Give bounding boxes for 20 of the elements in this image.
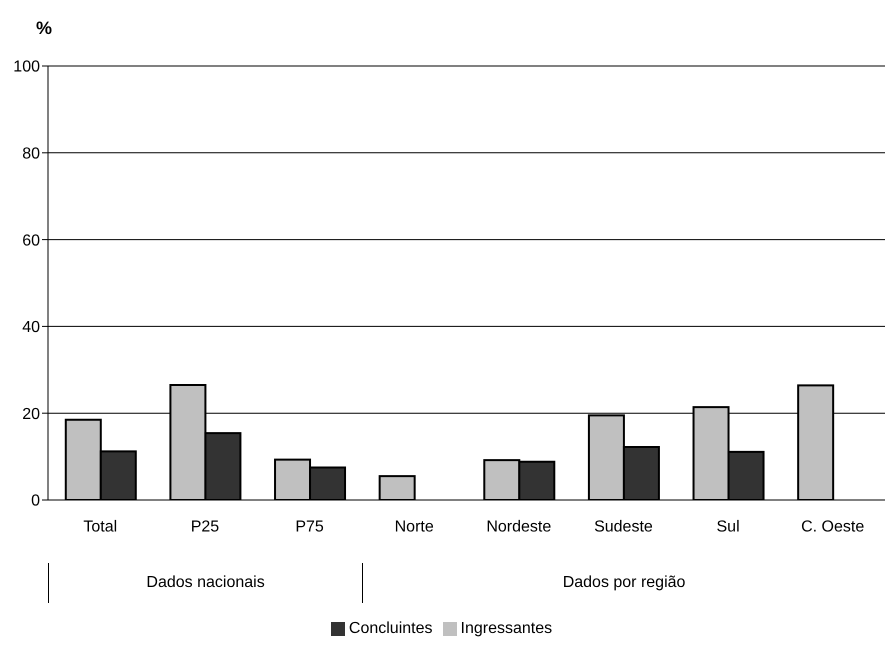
y-tick-label: 40 bbox=[22, 319, 40, 336]
x-tick-label: Sudeste bbox=[594, 518, 653, 536]
x-tick-label: C. Oeste bbox=[801, 518, 864, 536]
legend-label: Ingressantes bbox=[460, 620, 552, 637]
text: Dados por região bbox=[362, 563, 885, 603]
x-tick-label: Sul bbox=[716, 518, 740, 536]
y-tick-label: 100 bbox=[13, 58, 40, 76]
x-tick-label: Nordeste bbox=[486, 518, 552, 536]
x-tick-label: P75 bbox=[295, 518, 324, 536]
x-tick-label: Total bbox=[83, 518, 118, 536]
y-tick-label: 80 bbox=[22, 145, 40, 162]
y-axis-title: % bbox=[36, 18, 52, 39]
x-tick-label: Norte bbox=[394, 518, 434, 536]
x-tick-label: P25 bbox=[190, 518, 220, 536]
y-tick-label: 20 bbox=[22, 406, 40, 423]
y-tick-label: 0 bbox=[31, 492, 40, 510]
text: Dados nacionais bbox=[48, 563, 362, 603]
bar bbox=[378, 475, 416, 500]
y-tick-label: 60 bbox=[22, 232, 40, 250]
legend-label: Concluintes bbox=[348, 620, 432, 637]
